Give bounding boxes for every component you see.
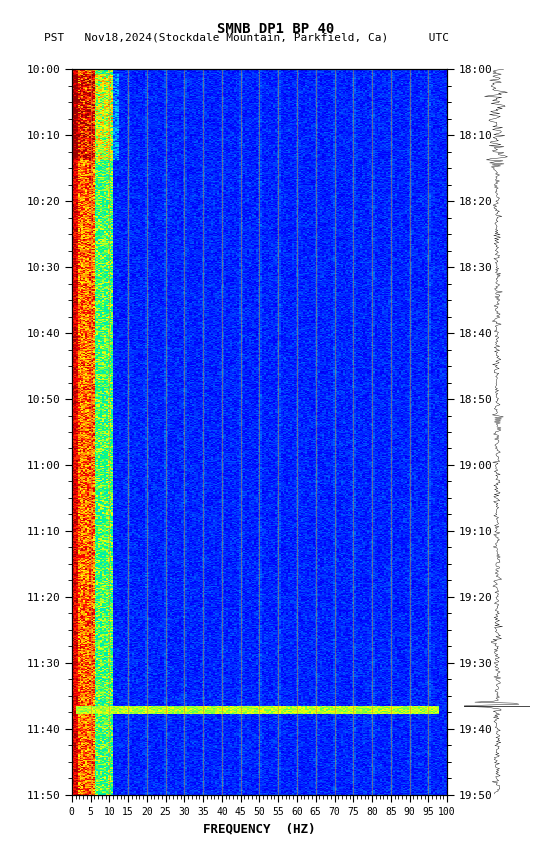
Text: PST   Nov18,2024(Stockdale Mountain, Parkfield, Ca)      UTC: PST Nov18,2024(Stockdale Mountain, Parkf…: [44, 33, 449, 43]
Text: SMNB DP1 BP 40: SMNB DP1 BP 40: [217, 22, 335, 35]
X-axis label: FREQUENCY  (HZ): FREQUENCY (HZ): [203, 823, 316, 835]
